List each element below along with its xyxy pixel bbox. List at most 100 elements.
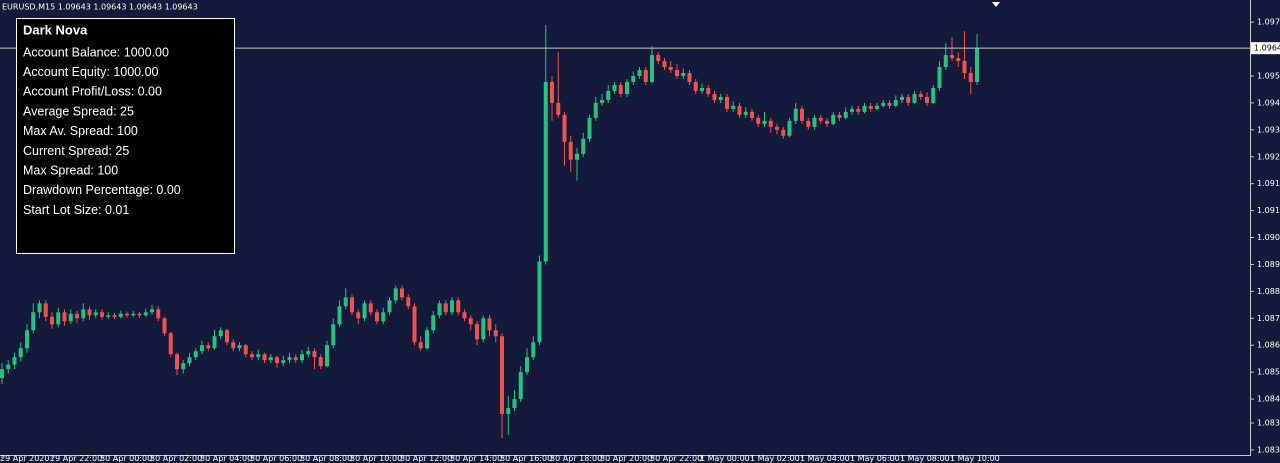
candle-body	[618, 84, 623, 94]
candle-body	[681, 72, 686, 76]
candle-body	[50, 316, 54, 325]
candle-body	[37, 303, 42, 313]
candle-body	[62, 312, 67, 322]
candle-body	[675, 70, 679, 76]
candle-body	[175, 354, 179, 370]
candle-body	[450, 300, 454, 313]
x-tick-label: 1 May 04:00	[800, 454, 850, 463]
candle-body	[100, 312, 104, 317]
candle-body	[893, 99, 898, 106]
candle-body	[118, 313, 123, 317]
candle-body	[831, 114, 836, 124]
candle-body	[312, 351, 317, 358]
candle-body	[187, 357, 192, 364]
candle-body	[887, 102, 892, 106]
candle-body	[843, 111, 848, 118]
panel-line: Max Av. Spread: 100	[23, 124, 138, 138]
panel-line: Drawdown Percentage: 0.00	[23, 183, 181, 197]
candle-body	[487, 318, 492, 331]
candle-body	[243, 345, 248, 355]
candle-body	[281, 360, 286, 364]
candle-body	[137, 313, 142, 316]
candle-body	[212, 336, 217, 349]
candle-body	[556, 102, 561, 115]
candle-body	[218, 330, 223, 337]
candle-body	[168, 333, 173, 355]
candle-body	[812, 117, 817, 127]
candle-body	[918, 93, 923, 97]
candle-body	[150, 309, 154, 313]
candle-body	[781, 129, 786, 136]
panel-title: Dark Nova	[23, 22, 88, 37]
x-tick-label: 1 May 06:00	[850, 454, 900, 463]
candle-body	[275, 357, 279, 364]
y-tick-label: 1.0973	[1257, 18, 1280, 27]
candle-body	[606, 90, 611, 100]
candle-body	[975, 48, 979, 82]
candle-body	[75, 313, 79, 319]
candle-body	[375, 312, 379, 322]
y-tick-label: 1.0919	[1257, 179, 1280, 188]
y-tick-label: 1.0847	[1257, 395, 1280, 404]
y-tick-label: 1.0883	[1257, 287, 1280, 296]
candle-body	[31, 312, 36, 331]
candle-body	[112, 315, 117, 317]
candle-body	[931, 87, 936, 103]
candle-body	[818, 117, 823, 121]
candle-body	[156, 309, 161, 319]
candle-body	[950, 55, 954, 59]
candle-body	[406, 297, 411, 307]
x-tick-label: 30 Apr 22:00	[650, 454, 702, 463]
candle-body	[881, 102, 886, 106]
x-tick-label: 1 May 10:00	[950, 454, 1000, 463]
candle-body	[768, 120, 773, 127]
candle-body	[962, 61, 967, 73]
candle-body	[81, 309, 86, 319]
candle-body	[400, 288, 404, 298]
candle-body	[693, 81, 698, 91]
x-tick-label: 30 Apr 08:00	[300, 454, 352, 463]
candle-body	[637, 70, 642, 76]
candle-body	[181, 363, 186, 370]
candle-body	[431, 315, 436, 331]
x-tick-label: 30 Apr 18:00	[550, 454, 602, 463]
candle-body	[500, 336, 504, 415]
candle-body	[418, 342, 423, 349]
candle-body	[518, 372, 523, 400]
y-tick-label: 1.0865	[1257, 341, 1280, 350]
candle-body	[143, 312, 148, 316]
candle-body	[362, 303, 367, 319]
candle-body	[925, 96, 929, 103]
candle-body	[6, 364, 11, 370]
candle-body	[87, 309, 92, 316]
candle-body	[381, 312, 386, 322]
candle-body	[262, 354, 267, 361]
candle-body	[643, 70, 648, 82]
y-tick-label: 1.0928	[1257, 152, 1280, 161]
candle-body	[706, 87, 711, 94]
y-tick-label: 1.0937	[1257, 125, 1280, 134]
candle-body	[612, 84, 617, 91]
candle-body	[43, 303, 48, 317]
x-tick-label: 1 May 08:00	[900, 454, 950, 463]
x-tick-label: 30 Apr 04:00	[200, 454, 252, 463]
candle-body	[456, 300, 461, 313]
y-tick-label: 1.0946	[1257, 98, 1280, 107]
candle-body	[531, 342, 536, 358]
candle-body	[656, 55, 661, 62]
candle-body	[106, 315, 111, 317]
candle-body	[543, 81, 548, 262]
candle-body	[650, 55, 654, 82]
candle-body	[0, 369, 4, 379]
candle-body	[737, 105, 742, 115]
candle-body	[250, 354, 254, 358]
candle-body	[468, 318, 473, 325]
candle-body	[437, 303, 442, 316]
candle-body	[443, 303, 448, 313]
candle-body	[756, 117, 761, 124]
x-tick-label: 30 Apr 12:00	[400, 454, 452, 463]
candle-body	[856, 108, 861, 112]
